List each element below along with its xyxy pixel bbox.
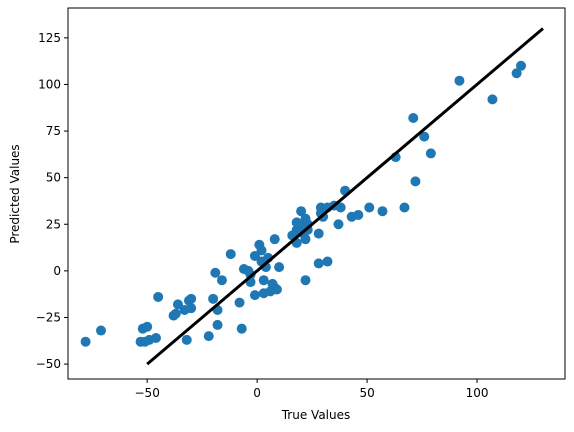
data-point (95, 325, 106, 336)
data-point (333, 219, 344, 230)
data-point (410, 176, 421, 187)
data-point (181, 334, 192, 345)
data-point (216, 275, 227, 286)
y-tick-label: 75 (46, 124, 61, 138)
data-point (258, 275, 269, 286)
data-point (408, 112, 419, 123)
data-point (300, 275, 311, 286)
x-tick-label: 0 (253, 386, 261, 400)
data-point (153, 291, 164, 302)
data-point (511, 68, 522, 79)
y-tick-label: 125 (38, 31, 61, 45)
data-point (234, 297, 245, 308)
data-point (313, 258, 324, 269)
data-point (425, 148, 436, 159)
data-point (271, 284, 282, 295)
y-axis-label: Predicted Values (8, 144, 22, 243)
data-point (274, 262, 285, 273)
y-tick-label: 50 (46, 171, 61, 185)
data-point (172, 299, 183, 310)
data-point (256, 245, 267, 256)
data-point (80, 336, 91, 347)
data-point (186, 293, 197, 304)
data-point (210, 267, 221, 278)
data-point (377, 206, 388, 217)
data-point (236, 323, 247, 334)
plot-marks (80, 27, 544, 366)
x-tick-label: −50 (135, 386, 160, 400)
data-point (142, 321, 153, 332)
data-point (364, 202, 375, 213)
data-point (487, 94, 498, 105)
x-tick-label: 100 (466, 386, 489, 400)
data-point (300, 234, 311, 245)
y-tick-label: 100 (38, 77, 61, 91)
data-point (150, 332, 161, 343)
data-point (269, 234, 280, 245)
data-point (249, 250, 260, 261)
data-point (454, 75, 465, 86)
data-point (208, 293, 219, 304)
y-tick-label: −25 (36, 310, 61, 324)
data-point (225, 249, 236, 260)
y-tick-label: 0 (53, 264, 61, 278)
data-point (203, 331, 214, 342)
data-point (516, 60, 527, 71)
data-point (322, 256, 333, 267)
x-tick-label: 50 (359, 386, 374, 400)
data-point (249, 290, 260, 301)
data-point (353, 209, 364, 220)
data-point (399, 202, 410, 213)
ideal-fit-line (146, 27, 544, 366)
plot-frame (67, 7, 566, 380)
data-point (212, 319, 223, 330)
x-axis-ticks: −50 0 50 100 (135, 379, 489, 400)
data-point (419, 131, 430, 142)
y-axis-ticks: −50 −25 0 25 50 75 100 125 (36, 31, 68, 371)
y-tick-label: 25 (46, 217, 61, 231)
x-axis-label: True Values (281, 408, 351, 422)
data-point (313, 228, 324, 239)
data-point (296, 206, 307, 217)
data-point (186, 303, 197, 314)
data-point (170, 308, 181, 319)
data-point (335, 202, 346, 213)
y-tick-label: −50 (36, 357, 61, 371)
